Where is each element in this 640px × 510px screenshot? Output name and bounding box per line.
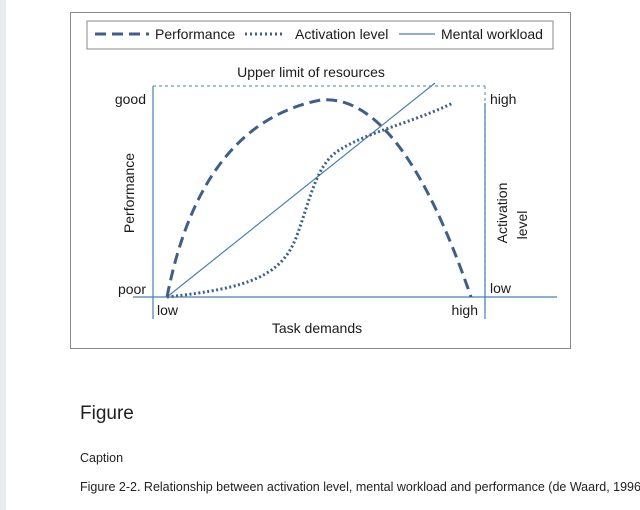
left-axis-title: Performance bbox=[121, 153, 137, 233]
legend-activation-label: Activation level bbox=[295, 26, 388, 42]
left-gutter bbox=[0, 0, 6, 510]
legend-performance-label: Performance bbox=[155, 26, 235, 42]
right-top-label: high bbox=[490, 91, 516, 107]
activation-curve bbox=[166, 101, 454, 299]
figure-heading: Figure bbox=[80, 403, 134, 424]
legend-box bbox=[86, 20, 554, 50]
caption-label: Caption bbox=[80, 451, 124, 465]
legend-workload-label: Mental workload bbox=[441, 26, 543, 42]
left-bottom-label: poor bbox=[118, 281, 146, 297]
left-top-label: good bbox=[115, 91, 146, 107]
x-end-label: high bbox=[452, 302, 478, 318]
figure-image: Performance Activation level Mental work… bbox=[70, 12, 571, 349]
performance-curve bbox=[165, 98, 473, 298]
diagram-svg: Performance Activation level Mental work… bbox=[86, 20, 557, 336]
caption-text: Figure 2-2. Relationship between activat… bbox=[80, 480, 640, 494]
x-start-label: low bbox=[157, 302, 179, 318]
right-axis-title-line2: level bbox=[514, 211, 530, 240]
workload-line bbox=[166, 82, 436, 298]
upper-limit-label: Upper limit of resources bbox=[237, 64, 385, 80]
x-axis-title: Task demands bbox=[272, 320, 362, 336]
right-bottom-label: low bbox=[490, 280, 512, 296]
right-axis-title-line1: Activation bbox=[494, 183, 510, 244]
